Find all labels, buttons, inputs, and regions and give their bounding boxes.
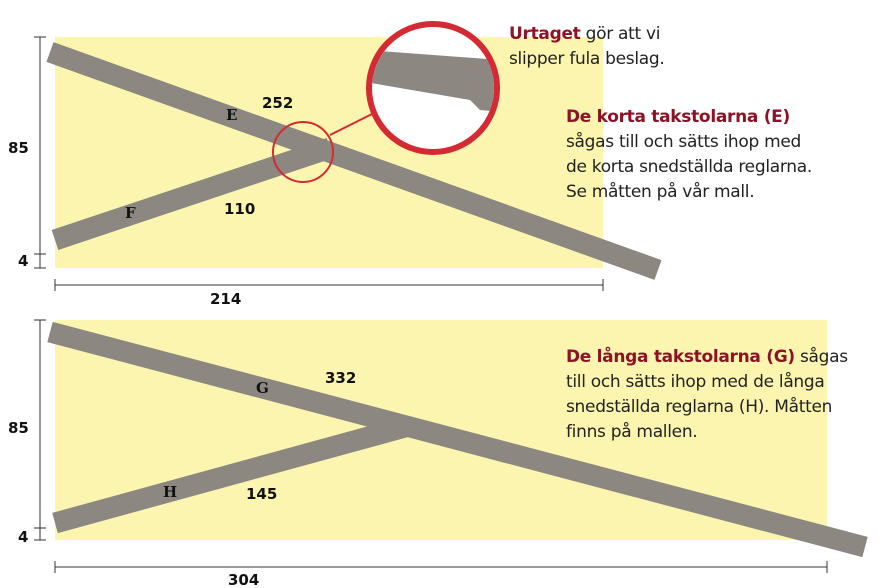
note-line: till och sätts ihop med de långa xyxy=(566,372,825,392)
width: 214 xyxy=(210,290,241,308)
offset: 4 xyxy=(18,528,28,546)
diagram: 85 4 214 252 110 E F 85 4 304 332 145 G … xyxy=(0,0,883,588)
note-line: sågas xyxy=(800,347,848,367)
brace-label: F xyxy=(125,204,136,222)
offset: 4 xyxy=(18,252,28,270)
brace-length: 110 xyxy=(224,200,255,218)
note-line: finns på mallen. xyxy=(566,422,697,442)
callout-bold: Urtaget xyxy=(509,24,581,44)
note-line: snedställda reglarna (H). Måtten xyxy=(566,397,832,417)
height: 85 xyxy=(8,419,29,437)
note-line: de korta snedställda reglarna. xyxy=(566,157,812,177)
page: 85 4 214 252 110 E F 85 4 304 332 145 G … xyxy=(0,0,883,588)
brace-length: 145 xyxy=(246,485,277,503)
width: 304 xyxy=(228,571,259,588)
note: De korta takstolarna (E) sågas till och s… xyxy=(566,105,812,205)
rafter-length: 332 xyxy=(325,369,356,387)
note: De långa takstolarna (G) sågas till och s… xyxy=(566,345,848,445)
callout: Urtaget gör att vi slipper fula beslag. xyxy=(509,22,664,72)
note-line: Se måtten på vår mall. xyxy=(566,182,754,202)
rafter-label: G xyxy=(256,379,269,397)
note-heading: De korta takstolarna (E) xyxy=(566,107,790,127)
callout-line: slipper fula beslag. xyxy=(509,49,664,69)
note-heading: De långa takstolarna (G) xyxy=(566,347,795,367)
brace-label: H xyxy=(163,483,177,501)
height: 85 xyxy=(8,139,29,157)
rafter-label: E xyxy=(226,106,237,124)
note-line: sågas till och sätts ihop med xyxy=(566,132,801,152)
rafter-length: 252 xyxy=(262,94,293,112)
callout-line: gör att vi xyxy=(586,24,661,44)
